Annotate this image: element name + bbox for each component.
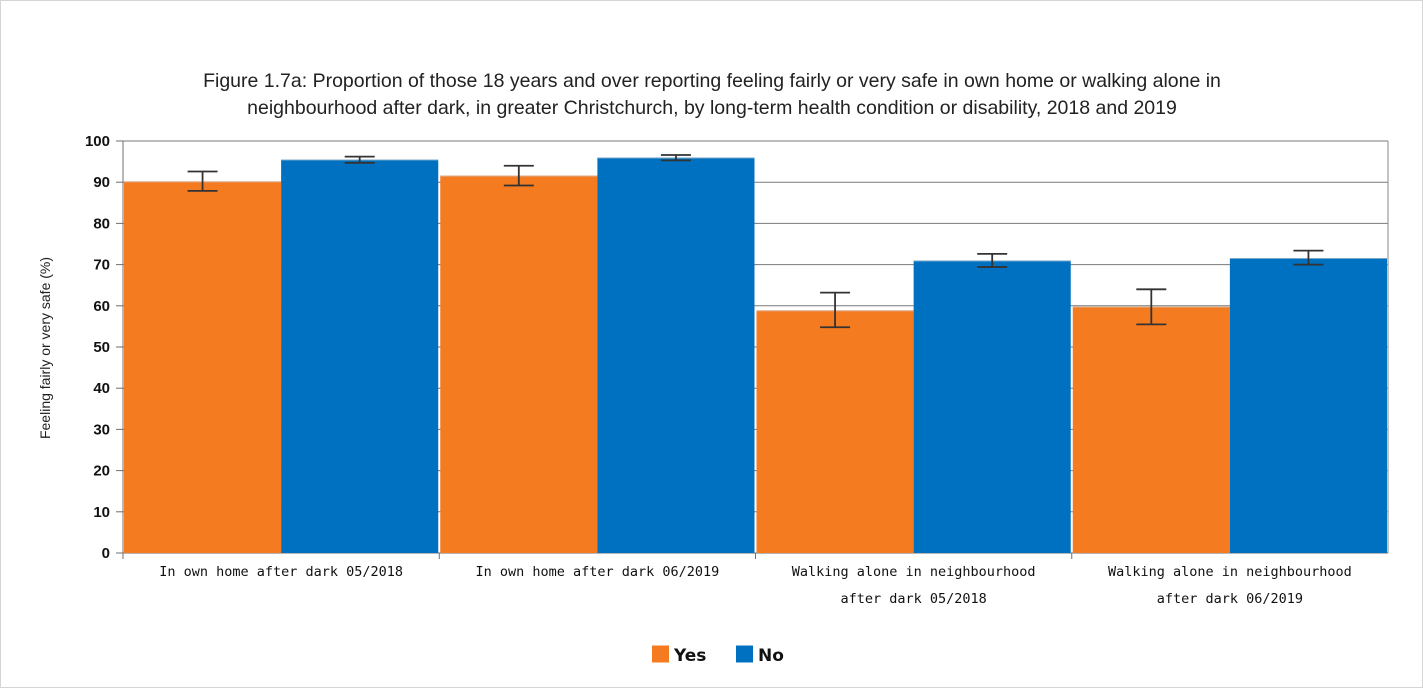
- x-category-label: after dark 05/2018: [840, 591, 986, 607]
- y-tick-label: 0: [102, 545, 110, 562]
- y-tick-labels: 0 10 20 30 40 50 60 70 80 90 100: [85, 133, 110, 562]
- y-tick-label: 70: [93, 257, 110, 274]
- y-tick-label: 40: [93, 380, 110, 397]
- bar-yes-2: [440, 175, 598, 553]
- bar-no-2: [597, 157, 755, 554]
- chart-title: Figure 1.7a: Proportion of those 18 year…: [203, 70, 1221, 119]
- chart-title-line-2: neighbourhood after dark, in greater Chr…: [247, 97, 1177, 119]
- y-tick-label: 10: [93, 504, 110, 521]
- x-category-label: In own home after dark 05/2018: [159, 564, 403, 580]
- y-tick-label: 50: [93, 339, 110, 356]
- legend-label-no: No: [758, 646, 784, 666]
- legend: Yes No: [652, 645, 784, 666]
- legend-swatch-yes: [652, 645, 669, 663]
- bar-no-3: [913, 260, 1071, 553]
- x-category-label: after dark 06/2019: [1157, 591, 1303, 607]
- y-tick-label: 20: [93, 463, 110, 480]
- legend-swatch-no: [736, 645, 753, 663]
- axes: [122, 141, 1389, 559]
- legend-label-yes: Yes: [673, 646, 706, 666]
- bar-no-4: [1229, 258, 1387, 553]
- chart-title-line-1: Figure 1.7a: Proportion of those 18 year…: [203, 70, 1221, 92]
- error-bars: [187, 154, 1324, 329]
- x-category-label: Walking alone in neighbourhood: [1108, 564, 1352, 580]
- y-tick-label: 90: [93, 174, 110, 191]
- y-tick-label: 80: [93, 215, 110, 232]
- bar-yes-4: [1072, 306, 1230, 553]
- y-tick-label: 60: [93, 298, 110, 315]
- bar-yes-1: [124, 181, 282, 553]
- bar-no-1: [281, 159, 439, 554]
- y-tick-label: 30: [93, 421, 110, 438]
- x-category-label: Walking alone in neighbourhood: [792, 564, 1036, 580]
- x-category-labels: In own home after dark 05/2018 In own hom…: [159, 564, 1352, 607]
- bars: [124, 157, 1387, 554]
- x-category-label: In own home after dark 06/2019: [475, 564, 719, 580]
- y-tick-label: 100: [85, 133, 110, 150]
- y-axis-label: Feeling fairly or very safe (%): [37, 257, 53, 439]
- bar-yes-3: [756, 310, 914, 553]
